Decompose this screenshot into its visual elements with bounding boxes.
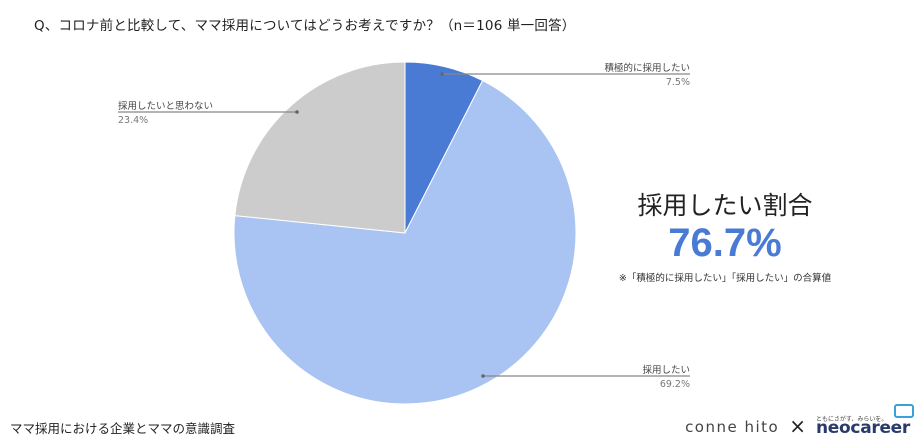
slice-not-hire [234,61,406,234]
callout-heading: 採用したい割合 [637,191,813,220]
leader-dot [481,374,485,378]
pie-slices [233,61,577,405]
leader-dot [295,110,299,114]
slice-hire [233,79,577,405]
slice-label: 採用したい [642,364,690,376]
slice-labels: 積極的に採用したい 7.5% 採用したい 69.2% 採用したいと思わない 23.4% [118,62,690,390]
speech-bubble-icon [894,404,914,418]
logo-bar: conne hito × ともにさがす、みらいを。 neocareer [685,404,914,442]
neocareer-tagline: ともにさがす、みらいを。 [816,416,888,423]
slice-label: 採用したいと思わない [118,100,213,112]
slice-value-label: 23.4% [118,115,148,126]
callout-value: 76.7% [668,221,782,265]
summary-callout: 採用したい割合 76.7% ※「積極的に採用したい」「採用したい」の合算値 [600,186,850,284]
slice-value-label: 7.5% [666,77,690,88]
neocareer-wordmark: neocareer [816,418,910,438]
slice-label: 積極的に採用したい [604,62,690,74]
connehito-logo: conne hito [685,418,780,436]
leader-dot [440,72,444,76]
times-icon: × [789,414,806,438]
neocareer-logo: ともにさがす、みらいを。 neocareer [816,404,914,442]
chart-title: Q、コロナ前と比較して、ママ採用についてはどうお考えですか？（n＝106 単一回… [34,18,576,34]
slice-value-label: 69.2% [660,379,690,390]
survey-footer: ママ採用における企業とママの意識調査 [10,421,236,436]
leader-lines [118,72,690,378]
callout-note: ※「積極的に採用したい」「採用したい」の合算値 [618,273,832,284]
